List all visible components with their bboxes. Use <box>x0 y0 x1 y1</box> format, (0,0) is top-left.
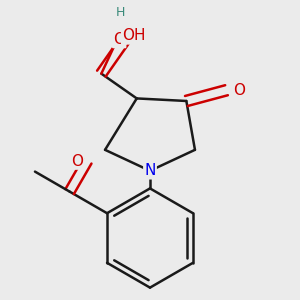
Text: O: O <box>113 32 125 47</box>
Text: H: H <box>116 6 125 20</box>
Text: OH: OH <box>122 28 146 44</box>
Text: N: N <box>144 163 156 178</box>
Text: O: O <box>71 154 83 169</box>
Text: O: O <box>234 83 246 98</box>
